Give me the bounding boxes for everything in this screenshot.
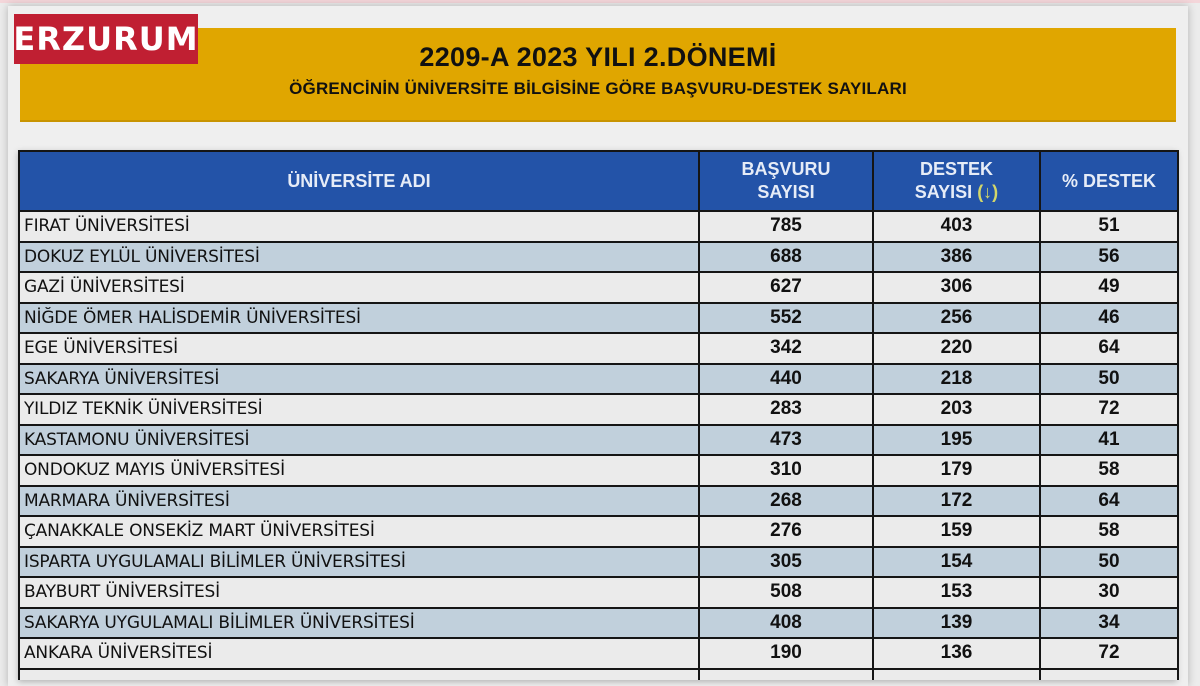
table-row: SAKARYA ÜNİVERSİTESİ 440 218 50 [18, 362, 1179, 395]
header-applications-line1: BAŞVURU [741, 159, 831, 179]
table-row: ISPARTA UYGULAMALI BİLİMLER ÜNİVERSİTESİ… [18, 545, 1179, 578]
applications-cell: 688 [698, 240, 874, 273]
percent-support-cell: 64 [1039, 332, 1179, 365]
percent-support-cell: 72 [1039, 637, 1179, 670]
university-name-cell: ONDOKUZ MAYIS ÜNİVERSİTESİ [18, 454, 700, 487]
applications-cell: 276 [698, 515, 874, 548]
percent-support-cell: 58 [1039, 515, 1179, 548]
header-support-line2: SAYISI [914, 182, 973, 202]
table-row: ONDOKUZ MAYIS ÜNİVERSİTESİ 310 179 58 [18, 454, 1179, 487]
percent-support-cell: 34 [1039, 606, 1179, 639]
percent-support-cell: 51 [1039, 210, 1179, 243]
university-table: ÜNİVERSİTE ADI BAŞVURU SAYISI DESTEK SAY… [18, 150, 1179, 680]
partial-cell [872, 667, 1041, 680]
table-row-partial [18, 667, 1179, 680]
university-name-cell: BAYBURT ÜNİVERSİTESİ [18, 576, 700, 609]
percent-support-cell: 50 [1039, 545, 1179, 578]
sort-descending-icon: (↓) [977, 182, 999, 202]
header-support-line1: DESTEK [919, 159, 993, 179]
table-row: NİĞDE ÖMER HALİSDEMİR ÜNİVERSİTESİ 552 256… [18, 301, 1179, 334]
support-cell: 203 [872, 393, 1041, 426]
university-name-cell: FIRAT ÜNİVERSİTESİ [18, 210, 700, 243]
university-name-cell: EGE ÜNİVERSİTESİ [18, 332, 700, 365]
percent-support-cell: 72 [1039, 393, 1179, 426]
support-cell: 139 [872, 606, 1041, 639]
applications-cell: 305 [698, 545, 874, 578]
table-row: GAZİ ÜNİVERSİTESİ 627 306 49 [18, 271, 1179, 304]
table-row: SAKARYA UYGULAMALI BİLİMLER ÜNİVERSİTESİ… [18, 606, 1179, 639]
support-cell: 306 [872, 271, 1041, 304]
university-name-cell: YILDIZ TEKNİK ÜNİVERSİTESİ [18, 393, 700, 426]
applications-cell: 190 [698, 637, 874, 670]
percent-support-cell: 41 [1039, 423, 1179, 456]
applications-cell: 508 [698, 576, 874, 609]
university-name-cell: KASTAMONU ÜNİVERSİTESİ [18, 423, 700, 456]
university-name-cell: SAKARYA UYGULAMALI BİLİMLER ÜNİVERSİTESİ [18, 606, 700, 639]
support-cell: 159 [872, 515, 1041, 548]
erzurum-logo: ERZURUM [13, 14, 198, 64]
support-cell: 172 [872, 484, 1041, 517]
university-name-cell: MARMARA ÜNİVERSİTESİ [18, 484, 700, 517]
applications-cell: 785 [698, 210, 874, 243]
percent-support-cell: 56 [1039, 240, 1179, 273]
university-name-cell: ANKARA ÜNİVERSİTESİ [18, 637, 700, 670]
header-applications-line2: SAYISI [757, 182, 815, 202]
percent-support-cell: 50 [1039, 362, 1179, 395]
percent-support-cell: 49 [1039, 271, 1179, 304]
table-row: YILDIZ TEKNİK ÜNİVERSİTESİ 283 203 72 [18, 393, 1179, 426]
support-cell: 195 [872, 423, 1041, 456]
table-row: FIRAT ÜNİVERSİTESİ 785 403 51 [18, 210, 1179, 243]
support-cell: 256 [872, 301, 1041, 334]
university-name-cell: ÇANAKKALE ONSEKİZ MART ÜNİVERSİTESİ [18, 515, 700, 548]
page-title: 2209-A 2023 YILI 2.DÖNEMİ [419, 42, 777, 72]
applications-cell: 473 [698, 423, 874, 456]
support-cell: 153 [872, 576, 1041, 609]
university-name-cell: SAKARYA ÜNİVERSİTESİ [18, 362, 700, 395]
header-applications[interactable]: BAŞVURU SAYISI [698, 150, 874, 212]
header-percent-support[interactable]: % DESTEK [1039, 150, 1179, 212]
table-row: KASTAMONU ÜNİVERSİTESİ 473 195 41 [18, 423, 1179, 456]
university-table-container: ÜNİVERSİTE ADI BAŞVURU SAYISI DESTEK SAY… [18, 150, 1179, 680]
applications-cell: 552 [698, 301, 874, 334]
partial-cell [1039, 667, 1179, 680]
applications-cell: 310 [698, 454, 874, 487]
table-row: BAYBURT ÜNİVERSİTESİ 508 153 30 [18, 576, 1179, 609]
applications-cell: 283 [698, 393, 874, 426]
percent-support-cell: 64 [1039, 484, 1179, 517]
applications-cell: 627 [698, 271, 874, 304]
table-row: DOKUZ EYLÜL ÜNİVERSİTESİ 688 386 56 [18, 240, 1179, 273]
applications-cell: 342 [698, 332, 874, 365]
support-cell: 154 [872, 545, 1041, 578]
university-name-cell: NİĞDE ÖMER HALİSDEMİR ÜNİVERSİTESİ [18, 301, 700, 334]
percent-support-cell: 46 [1039, 301, 1179, 334]
table-row: ANKARA ÜNİVERSİTESİ 190 136 72 [18, 637, 1179, 670]
table-row: EGE ÜNİVERSİTESİ 342 220 64 [18, 332, 1179, 365]
title-banner: 2209-A 2023 YILI 2.DÖNEMİ ÖĞRENCİNİN ÜNİ… [20, 28, 1176, 122]
header-university-name[interactable]: ÜNİVERSİTE ADI [18, 150, 700, 212]
percent-support-cell: 58 [1039, 454, 1179, 487]
top-border [0, 0, 1200, 3]
university-name-cell: DOKUZ EYLÜL ÜNİVERSİTESİ [18, 240, 700, 273]
table-row: MARMARA ÜNİVERSİTESİ 268 172 64 [18, 484, 1179, 517]
support-cell: 179 [872, 454, 1041, 487]
applications-cell: 440 [698, 362, 874, 395]
support-cell: 136 [872, 637, 1041, 670]
university-name-cell: ISPARTA UYGULAMALI BİLİMLER ÜNİVERSİTESİ [18, 545, 700, 578]
page-subtitle: ÖĞRENCİNİN ÜNİVERSİTE BİLGİSİNE GÖRE BAŞ… [289, 79, 907, 98]
applications-cell: 408 [698, 606, 874, 639]
header-support[interactable]: DESTEK SAYISI (↓) [872, 150, 1041, 212]
percent-support-cell: 30 [1039, 576, 1179, 609]
support-cell: 218 [872, 362, 1041, 395]
table-body: FIRAT ÜNİVERSİTESİ 785 403 51 DOKUZ EYLÜL ÜN… [18, 210, 1179, 680]
support-cell: 386 [872, 240, 1041, 273]
table-row: ÇANAKKALE ONSEKİZ MART ÜNİVERSİTESİ 276 15… [18, 515, 1179, 548]
support-cell: 403 [872, 210, 1041, 243]
university-name-cell: GAZİ ÜNİVERSİTESİ [18, 271, 700, 304]
partial-cell [698, 667, 874, 680]
table-header-row: ÜNİVERSİTE ADI BAŞVURU SAYISI DESTEK SAY… [18, 150, 1179, 212]
partial-cell [18, 667, 700, 680]
support-cell: 220 [872, 332, 1041, 365]
applications-cell: 268 [698, 484, 874, 517]
